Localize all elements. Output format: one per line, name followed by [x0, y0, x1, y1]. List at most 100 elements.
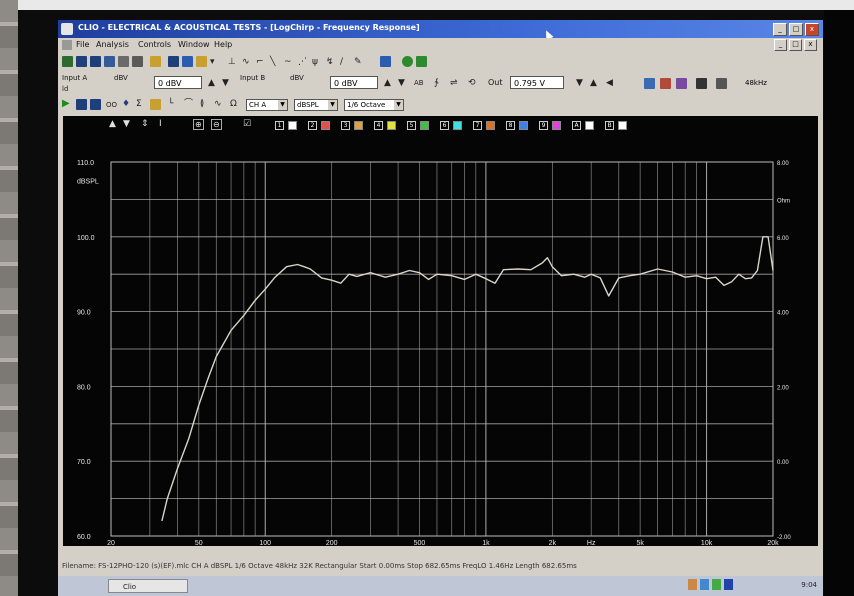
- doc-restore-button[interactable]: □: [789, 39, 802, 51]
- marker-tool-icon[interactable]: ✎: [354, 57, 362, 67]
- save-icon[interactable]: [76, 56, 87, 67]
- new-file-icon[interactable]: [62, 56, 73, 67]
- impedance-icon[interactable]: ⇌: [450, 78, 458, 88]
- document-icon[interactable]: [62, 40, 72, 50]
- speaker-icon[interactable]: ◀: [606, 78, 613, 88]
- overlay-color-swatch[interactable]: [420, 121, 429, 130]
- overlay-checkbox-7[interactable]: 7: [473, 121, 482, 130]
- minimum-phase-icon[interactable]: ∿: [214, 99, 222, 109]
- device-icon[interactable]: [716, 78, 727, 89]
- tray-icon-3[interactable]: [712, 579, 721, 590]
- menu-controls[interactable]: Controls: [138, 40, 172, 49]
- taskbar-app-button[interactable]: Clio: [108, 579, 188, 593]
- overlay-checkbox-2[interactable]: 2: [308, 121, 317, 130]
- generator-icon[interactable]: [644, 78, 655, 89]
- doc-minimize-button[interactable]: _: [774, 39, 787, 51]
- output-up-icon[interactable]: ▲: [590, 78, 597, 88]
- output-level-field[interactable]: 0.795 V: [510, 76, 564, 89]
- autorange-icon[interactable]: AB: [414, 79, 424, 87]
- zoom-out-icon[interactable]: ⊖: [211, 119, 222, 130]
- impedance-mode-icon[interactable]: Ω: [230, 99, 237, 109]
- overlay-checkbox-1[interactable]: 1: [275, 121, 284, 130]
- input-a-up-icon[interactable]: ▲: [208, 78, 215, 88]
- sample-rate-label[interactable]: 48kHz: [742, 77, 778, 90]
- monitor-icon[interactable]: [182, 56, 193, 67]
- loop-mode-icon[interactable]: OO: [106, 101, 118, 109]
- dropdown-icon[interactable]: ▾: [210, 57, 215, 67]
- checkbox-icon[interactable]: ☑: [243, 119, 252, 129]
- curve-tool-icon[interactable]: ~: [284, 57, 292, 67]
- print-icon[interactable]: [132, 56, 143, 67]
- export-icon[interactable]: [104, 56, 115, 67]
- overlay-color-swatch[interactable]: [453, 121, 462, 130]
- overlay-checkbox-3[interactable]: 3: [341, 121, 350, 130]
- analysis-save-icon[interactable]: [76, 99, 87, 110]
- folder-icon[interactable]: [150, 56, 161, 67]
- loop-icon[interactable]: ⟲: [468, 78, 476, 88]
- about-icon[interactable]: [416, 56, 427, 67]
- menu-window[interactable]: Window: [178, 40, 210, 49]
- close-button[interactable]: x: [805, 23, 819, 36]
- sweep-tool-icon[interactable]: ⋰: [298, 57, 307, 67]
- input-b-sensitivity-field[interactable]: 0 dBV: [330, 76, 378, 89]
- save-as-icon[interactable]: [90, 56, 101, 67]
- pencil-icon[interactable]: [196, 56, 207, 67]
- analysis-load-icon[interactable]: [90, 99, 101, 110]
- tray-icon-2[interactable]: [700, 579, 709, 590]
- open-overlay-icon[interactable]: [150, 99, 161, 110]
- overlay-checkbox-4[interactable]: 4: [374, 121, 383, 130]
- overlay-color-swatch[interactable]: [486, 121, 495, 130]
- tray-icon-1[interactable]: [688, 579, 697, 590]
- range-icon[interactable]: I: [159, 119, 162, 129]
- clipboard-icon[interactable]: [118, 56, 129, 67]
- axis-icon[interactable]: └: [168, 99, 174, 109]
- input-a-phantom-icon[interactable]: ld: [62, 85, 69, 93]
- record-icon[interactable]: [696, 78, 707, 89]
- signal-tool-icon[interactable]: ↯: [326, 57, 334, 67]
- overlay-color-swatch[interactable]: [321, 121, 330, 130]
- overlay-checkbox-9[interactable]: 9: [539, 121, 548, 130]
- measure-tool-icon[interactable]: ⊥: [228, 57, 236, 67]
- input-a-down-icon[interactable]: ▼: [222, 78, 229, 88]
- center-icon[interactable]: ⇕: [141, 119, 149, 129]
- step-tool-icon[interactable]: ⌐: [256, 57, 264, 67]
- wave-tool-icon[interactable]: ∿: [242, 57, 250, 67]
- minimize-button[interactable]: _: [773, 23, 787, 36]
- scale-up-icon[interactable]: ▲: [109, 119, 116, 129]
- settings-icon[interactable]: [676, 78, 687, 89]
- overlay-checkbox-6[interactable]: 6: [440, 121, 449, 130]
- maximize-button[interactable]: □: [789, 23, 803, 36]
- menu-file[interactable]: File: [76, 40, 90, 49]
- overlay-color-swatch[interactable]: [552, 121, 561, 130]
- smoothing-select[interactable]: 1/6 Octave ▼: [344, 99, 404, 111]
- overlay-checkbox-B[interactable]: B: [605, 121, 614, 130]
- overlay-color-swatch[interactable]: [288, 121, 297, 130]
- compare-icon[interactable]: Σ: [136, 99, 142, 109]
- slope-tool-icon[interactable]: ╲: [270, 57, 276, 67]
- overlay-checkbox-5[interactable]: 5: [407, 121, 416, 130]
- channel-select[interactable]: CH A ▼: [246, 99, 288, 111]
- menu-analysis[interactable]: Analysis: [96, 40, 129, 49]
- window-tile-icon[interactable]: [168, 56, 179, 67]
- calculator-icon[interactable]: [380, 56, 391, 67]
- edit-tool-icon[interactable]: /: [340, 57, 344, 67]
- smooth-icon[interactable]: ⌒: [184, 99, 194, 109]
- output-down-icon[interactable]: ▼: [576, 78, 583, 88]
- scale-down-icon[interactable]: ▼: [123, 119, 130, 129]
- unit-select[interactable]: dBSPL ▼: [294, 99, 338, 111]
- overlay-color-swatch[interactable]: [387, 121, 396, 130]
- menu-help[interactable]: Help: [214, 40, 233, 49]
- tray-icon-4[interactable]: [724, 579, 733, 590]
- input-b-up-icon[interactable]: ▲: [384, 78, 391, 88]
- doc-close-button[interactable]: x: [804, 39, 817, 51]
- overlay-checkbox-A[interactable]: A: [572, 121, 581, 130]
- help-icon[interactable]: [402, 56, 413, 67]
- phase-icon[interactable]: ≬: [200, 99, 205, 109]
- overlay-color-swatch[interactable]: [519, 121, 528, 130]
- input-a-sensitivity-field[interactable]: 0 dBV: [154, 76, 202, 89]
- input-b-down-icon[interactable]: ▼: [398, 78, 405, 88]
- thd-tool-icon[interactable]: ψ: [312, 57, 318, 67]
- overlay-checkbox-8[interactable]: 8: [506, 121, 515, 130]
- overlay-color-swatch[interactable]: [618, 121, 627, 130]
- overlay-color-swatch[interactable]: [354, 121, 363, 130]
